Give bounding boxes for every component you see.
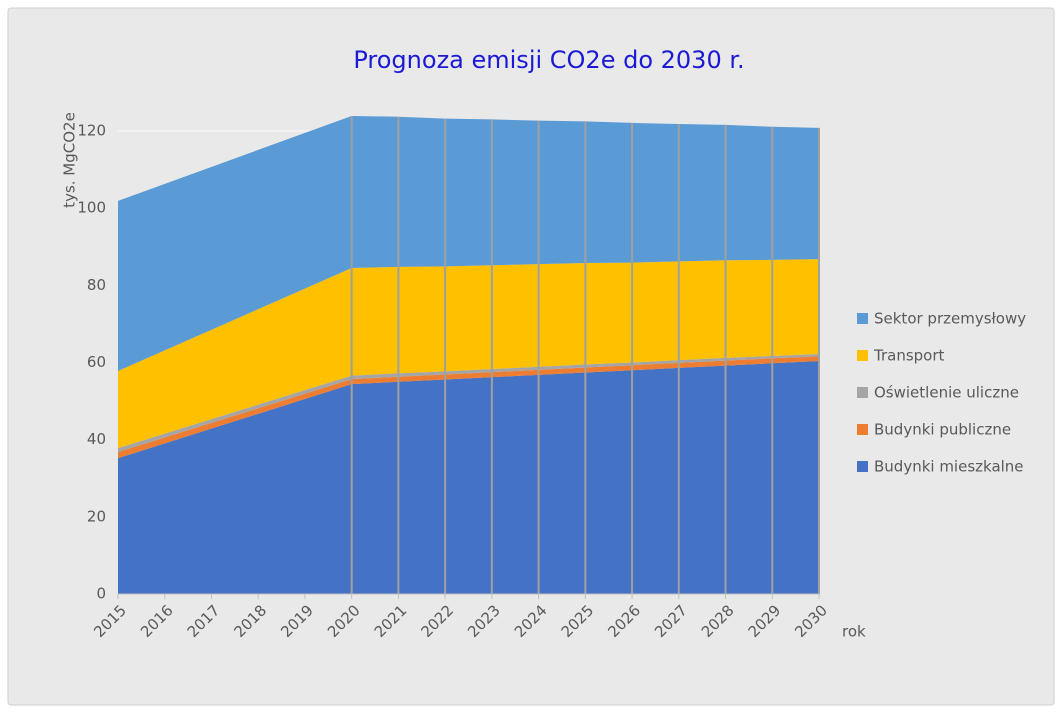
legend-swatch	[857, 424, 868, 435]
legend-label: Transport	[873, 347, 945, 365]
legend-label: Budynki mieszkalne	[874, 458, 1024, 476]
x-axis-label: rok	[842, 623, 866, 641]
y-axis-label: tys. MgCO2e	[61, 112, 79, 208]
y-tick-label: 120	[77, 122, 106, 140]
y-tick-label: 60	[87, 353, 106, 371]
area	[118, 115, 819, 371]
chart-title: Prognoza emisji CO2e do 2030 r.	[353, 46, 744, 74]
legend-label: Budynki publiczne	[874, 421, 1011, 439]
y-tick-label: 100	[77, 199, 106, 217]
legend-label: Oświetlenie uliczne	[874, 384, 1019, 402]
area	[118, 356, 819, 459]
legend-label: Sektor przemysłowy	[874, 310, 1026, 328]
area	[118, 259, 819, 449]
y-tick-label: 40	[87, 430, 106, 448]
y-tick-label: 80	[87, 276, 106, 294]
legend-swatch	[857, 313, 868, 324]
y-tick-label: 0	[96, 585, 106, 603]
area	[118, 360, 819, 594]
legend-swatch	[857, 387, 868, 398]
legend-swatch	[857, 461, 868, 472]
y-tick-label: 20	[87, 507, 106, 525]
legend-swatch	[857, 350, 868, 361]
